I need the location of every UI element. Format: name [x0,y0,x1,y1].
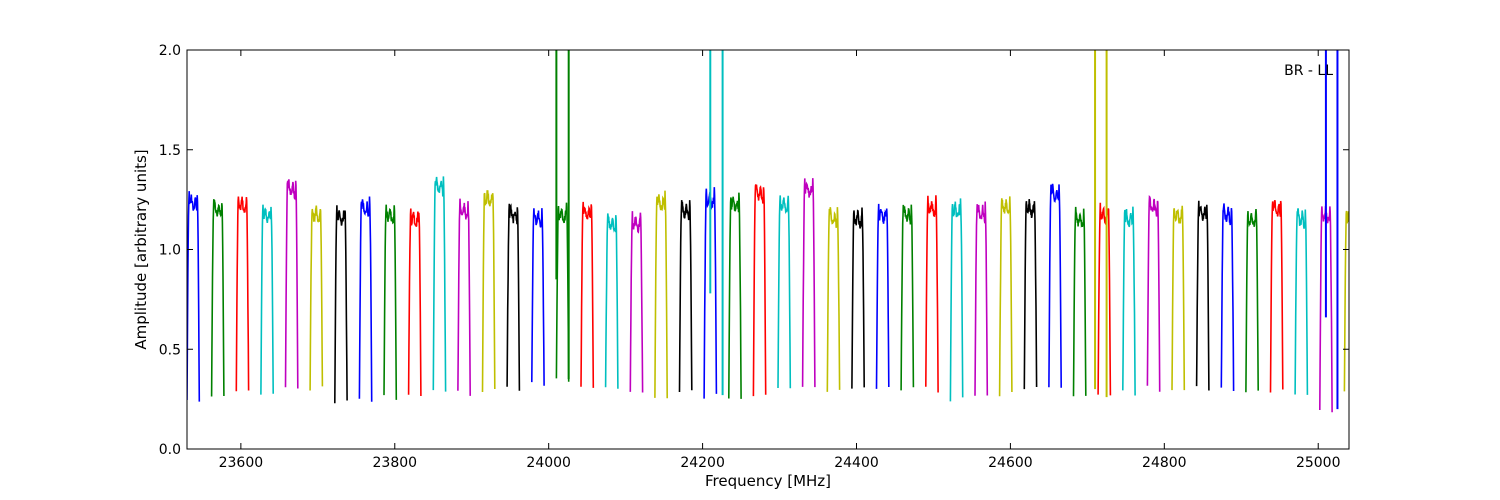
channel-trace [1146,194,1161,392]
channel-trace [1294,208,1309,395]
channel-trace [1171,205,1186,391]
channel-trace [260,204,274,395]
channel-trace [1220,203,1235,392]
channel-trace [875,203,890,389]
channel-trace [1343,210,1349,392]
x-tick-label: 23600 [219,455,264,471]
channel-trace [974,201,989,396]
channel-trace [531,208,545,386]
channel-trace [187,191,201,402]
channel-trace [851,207,865,389]
y-tick-label: 1.5 [159,143,181,159]
channel-trace [383,204,398,400]
x-tick-label: 24200 [680,455,725,471]
channel-trace [481,189,496,393]
channel-trace [210,199,225,397]
baseline-annotation: BR - LL [1284,63,1333,79]
y-tick-label: 0.0 [159,442,181,458]
channel-trace [900,204,915,391]
channel-trace [284,179,299,389]
channel-trace [1023,199,1038,390]
x-tick-label: 23800 [373,455,418,471]
y-tick-label: 1.0 [159,243,181,259]
channel-trace [949,198,964,402]
channel-trace [506,203,521,391]
channel-trace [801,178,816,388]
channel-trace [826,207,841,392]
channel-trace [580,201,595,388]
channel-trace [1245,209,1259,393]
channel-trace [1072,206,1087,397]
channel-trace [1122,206,1136,396]
y-tick-label: 0.5 [159,342,181,358]
channel-trace [629,211,644,393]
plot-layer [187,50,1349,413]
channel-trace [654,190,668,399]
channel-trace [1195,200,1210,391]
channel-trace [432,176,447,392]
x-tick-label: 24400 [834,455,879,471]
y-tick-label: 2.0 [159,43,181,59]
channel-trace [678,200,693,393]
channel-trace [358,196,373,402]
channel-trace [555,202,570,382]
ticks-layer: 23600 23800 24000 24200 24400 24600 24800 25000… [159,43,1349,471]
channel-trace [728,192,742,399]
channel-trace [235,196,250,392]
channel-trace [777,195,792,389]
channel-trace [309,205,324,391]
channel-trace [1048,183,1062,388]
x-tick-label: 24800 [1142,455,1187,471]
channel-trace [998,196,1013,397]
channel-trace [604,213,619,389]
channel-trace [1097,202,1112,396]
x-tick-label: 24600 [988,455,1033,471]
channel-trace [1269,200,1284,393]
channel-trace [752,184,767,397]
channel-trace [457,198,471,396]
x-tick-label: 24000 [526,455,571,471]
x-tick-label: 25000 [1296,455,1341,471]
channel-trace [407,208,422,397]
channel-trace [334,205,348,404]
channel-trace [925,195,939,393]
y-axis-label: Amplitude [arbitrary units] [132,149,150,349]
x-axis-label: Frequency [MHz] [705,472,831,490]
